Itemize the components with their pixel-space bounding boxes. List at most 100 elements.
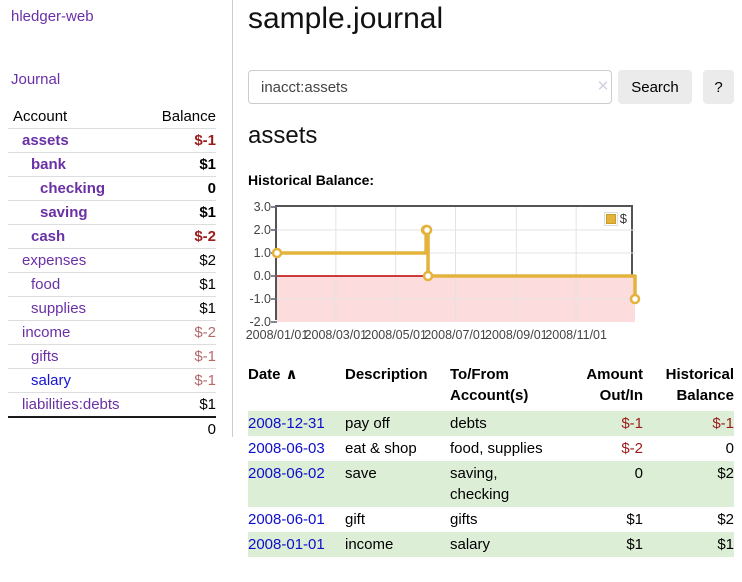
account-balance: $-1 (194, 132, 216, 149)
account-link[interactable]: saving (40, 204, 88, 221)
legend-swatch-border (603, 211, 618, 226)
transaction-date-link[interactable]: 2008-06-03 (248, 440, 325, 457)
register-row: 2008-06-01 gift gifts $1 $2 (248, 507, 734, 532)
account-row-bank: bank $1 (8, 152, 216, 176)
tofrom-column-header: To/From Account(s) (450, 366, 529, 404)
transaction-accounts: debts (450, 415, 487, 432)
date-column-header[interactable]: Date ∧ (248, 366, 298, 383)
x-axis-tick-label: 2008/05/01 (364, 328, 427, 342)
transaction-amount: $-2 (621, 440, 643, 457)
chart-title: Historical Balance: (248, 172, 375, 188)
balance-column-header: Historical Balance (665, 366, 734, 404)
transaction-balance: $-1 (712, 415, 734, 432)
x-axis-tick-label: 2008/07/01 (424, 328, 487, 342)
transaction-amount: $1 (626, 511, 643, 528)
account-link[interactable]: cash (31, 228, 66, 245)
total-balance: 0 (207, 420, 216, 438)
account-balance: $2 (199, 252, 216, 269)
transaction-accounts: gifts (450, 511, 478, 528)
main-content: sample.journal ✕ Search ? assets Histori… (246, 0, 742, 582)
search-button[interactable]: Search (618, 70, 692, 104)
chart-legend: $ (603, 211, 627, 226)
transaction-date-link[interactable]: 2008-01-01 (248, 536, 325, 553)
account-balance: $1 (199, 276, 216, 293)
sidebar: hledger-web Journal Account Balance asse… (0, 0, 233, 440)
transaction-date-link[interactable]: 2008-06-01 (248, 511, 325, 528)
account-row-saving: saving $1 (8, 200, 216, 224)
balance-column-header: Balance (161, 107, 216, 125)
register-table: Date ∧ Description To/From Account(s) Amo… (248, 362, 734, 557)
account-link[interactable]: expenses (22, 252, 87, 269)
account-table-header: Account Balance (8, 104, 216, 128)
account-balance: $1 (199, 396, 216, 413)
y-axis-tick-label: 2.0 (253, 223, 271, 237)
account-row-expenses: expenses $2 (8, 248, 216, 272)
transaction-amount: 0 (634, 465, 643, 482)
sort-ascending-icon: ∧ (285, 366, 298, 383)
chart-plot: $ (271, 205, 641, 323)
account-link[interactable]: liabilities:debts (22, 396, 120, 413)
account-link[interactable]: assets (22, 132, 69, 149)
transaction-balance: 0 (725, 440, 734, 457)
account-balance: $-1 (194, 348, 216, 365)
y-axis-tick-label: 1.0 (253, 246, 271, 260)
account-row-checking: checking 0 (8, 176, 216, 200)
account-balance-table: Account Balance assets $-1 bank $1 check… (8, 104, 216, 440)
x-axis-tick-label: 2008/01/01 (245, 328, 309, 342)
account-row-food: food $1 (8, 272, 216, 296)
account-link[interactable]: food (31, 276, 61, 293)
transaction-amount: $1 (626, 536, 643, 553)
transaction-balance: $2 (717, 465, 734, 482)
clear-search-icon[interactable]: ✕ (596, 78, 610, 95)
app-title-link[interactable]: hledger-web (11, 8, 94, 25)
account-balance: $-1 (194, 372, 216, 389)
transaction-description: eat & shop (345, 440, 417, 457)
transaction-description: pay off (345, 415, 390, 432)
transaction-amount: $-1 (621, 415, 643, 432)
account-balance: $1 (199, 204, 216, 221)
account-column-header: Account (13, 107, 68, 125)
sidebar-item-journal[interactable]: Journal (11, 71, 61, 88)
help-button[interactable]: ? (703, 70, 734, 104)
account-row-cash: cash $-2 (8, 224, 216, 248)
account-balance: $1 (199, 300, 216, 317)
y-axis-tick-label: 3.0 (253, 200, 271, 214)
transaction-date-link[interactable]: 2008-06-02 (248, 465, 325, 482)
account-row-liabilities-debts: liabilities:debts $1 (8, 392, 216, 416)
account-row-gifts: gifts $-1 (8, 344, 216, 368)
x-axis-tick-label: 2008/11/01 (545, 328, 607, 342)
transaction-balance: $2 (717, 511, 734, 528)
transaction-accounts: salary (450, 536, 491, 553)
account-row-salary: salary $-1 (8, 368, 216, 392)
account-link[interactable]: checking (40, 180, 106, 197)
legend-color-swatch (605, 213, 616, 224)
transaction-date-link[interactable]: 2008-12-31 (248, 415, 325, 432)
account-link[interactable]: gifts (31, 348, 59, 365)
account-link[interactable]: supplies (31, 300, 87, 317)
account-link[interactable]: bank (31, 156, 67, 173)
amount-column-header: Amount Out/In (586, 366, 643, 404)
account-link[interactable]: salary (31, 372, 72, 389)
x-axis-tick-label: 2008/03/01 (304, 328, 368, 342)
transaction-description: gift (345, 511, 366, 528)
register-row: 2008-06-02 save saving, checking 0 $2 (248, 461, 734, 507)
y-axis-tick-label: -1.0 (249, 292, 271, 306)
search-input[interactable] (248, 70, 612, 104)
transaction-accounts: saving, checking (450, 465, 510, 503)
account-row-assets: assets $-1 (8, 128, 216, 152)
page-title: sample.journal (248, 2, 444, 35)
x-axis-tick-label: 2008/09/01 (485, 328, 548, 342)
search-form: ✕ Search ? (248, 70, 734, 104)
account-link[interactable]: income (22, 324, 71, 341)
account-row-supplies: supplies $1 (8, 296, 216, 320)
register-row: 2008-01-01 income salary $1 $1 (248, 532, 734, 557)
account-row-income: income $-2 (8, 320, 216, 344)
register-row: 2008-06-03 eat & shop food, supplies $-2… (248, 436, 734, 461)
account-total-row: 0 (8, 416, 216, 440)
register-row: 2008-12-31 pay off debts $-1 $-1 (248, 411, 734, 436)
register-header-row: Date ∧ Description To/From Account(s) Amo… (248, 362, 734, 411)
y-axis-tick-label: -2.0 (249, 315, 271, 329)
account-balance: 0 (207, 180, 216, 197)
account-balance: $1 (199, 156, 216, 173)
